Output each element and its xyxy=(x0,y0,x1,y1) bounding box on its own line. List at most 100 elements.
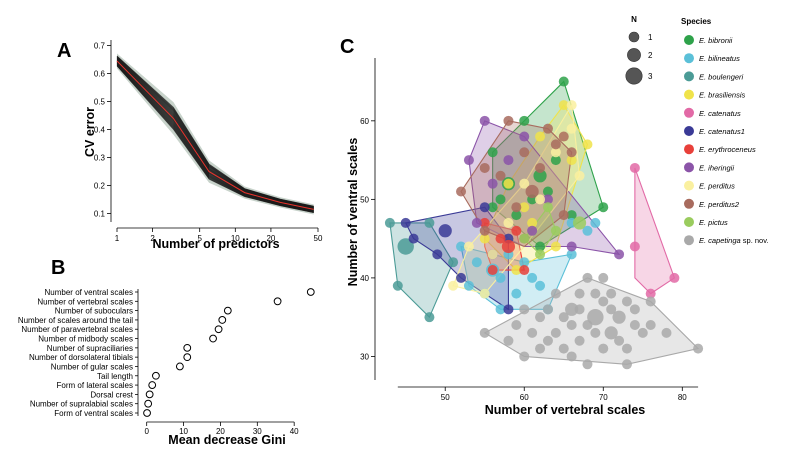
gini-point xyxy=(183,353,192,362)
species-point xyxy=(487,178,498,189)
cv-error-replicate-line xyxy=(116,55,314,207)
species-point xyxy=(590,288,601,299)
species-point xyxy=(479,162,490,173)
panel-c-x-tick-label: 80 xyxy=(678,393,687,402)
gini-variable-label: Number of gular scales xyxy=(51,362,133,371)
species-point xyxy=(542,335,553,346)
species-legend-symbol xyxy=(684,217,694,227)
species-point xyxy=(661,327,672,338)
species-legend-label: E. perditus2 xyxy=(699,200,740,209)
species-point xyxy=(533,169,547,183)
panel-b-letter: B xyxy=(51,257,65,279)
species-point xyxy=(479,202,490,213)
species-hull xyxy=(634,167,676,295)
panel-a: A 1 2 5 10 20 50 0.1 0.2 0.3 0.4 0.5 0.6 0.7 Number … xyxy=(57,40,323,251)
species-point xyxy=(495,170,506,181)
panel-c-y-tick-label: 50 xyxy=(360,195,369,204)
panel-c: C 50 60 70 80 30 40 50 60 Number of vertebral s… xyxy=(340,15,769,417)
species-point xyxy=(479,225,490,236)
species-points xyxy=(384,76,704,370)
species-point xyxy=(582,359,593,370)
species-point xyxy=(566,123,577,134)
species-point xyxy=(535,241,546,252)
panel-c-letter: C xyxy=(340,36,354,58)
species-point xyxy=(582,225,593,236)
species-point xyxy=(645,288,656,299)
species-point xyxy=(503,178,514,189)
species-point xyxy=(503,335,514,346)
species-point xyxy=(542,123,553,134)
species-legend-label: E. brasiliensis xyxy=(699,91,746,100)
species-point xyxy=(535,343,546,354)
gini-variable-label: Dorsal crest xyxy=(90,390,133,399)
panel-a-y-tick-label: 0.5 xyxy=(94,98,106,107)
species-point xyxy=(550,155,561,166)
panel-a-x-tick-label: 50 xyxy=(314,234,323,243)
species-point xyxy=(535,280,546,291)
species-point xyxy=(621,343,632,354)
species-point xyxy=(487,249,498,260)
species-point xyxy=(669,272,680,283)
species-point xyxy=(566,249,577,260)
species-point xyxy=(527,272,538,283)
panel-a-x-axis-title: Number of predictors xyxy=(152,237,279,251)
panel-a-letter: A xyxy=(57,40,71,62)
species-point xyxy=(511,265,522,276)
species-point xyxy=(519,233,530,244)
gini-points xyxy=(143,288,315,417)
species-point xyxy=(558,312,569,323)
panel-a-x-tick-label: 2 xyxy=(150,234,155,243)
species-point xyxy=(542,186,553,197)
species-point xyxy=(479,233,490,244)
cv-error-mean-line xyxy=(116,60,314,210)
species-point xyxy=(487,202,498,213)
panel-a-x-tick-label: 1 xyxy=(115,234,120,243)
panel-a-y-tick-label: 0.4 xyxy=(94,126,106,135)
panel-b-x-tick-label: 40 xyxy=(290,427,299,436)
gini-variable-label: Number of scales around the tail xyxy=(18,316,133,325)
species-point xyxy=(637,327,648,338)
species-point xyxy=(558,76,569,87)
panel-a-y-tick-label: 0.2 xyxy=(94,182,106,191)
species-point xyxy=(566,155,577,166)
species-point xyxy=(566,210,577,221)
species-point xyxy=(527,217,538,228)
species-point xyxy=(519,351,530,362)
size-legend-label: 1 xyxy=(648,33,653,42)
panel-b-x-tick-label: 10 xyxy=(179,427,188,436)
species-legend-label: E. boulengeri xyxy=(699,72,744,81)
species-point xyxy=(519,147,530,158)
species-point xyxy=(503,115,514,126)
panel-b-x-tick-label: 30 xyxy=(253,427,262,436)
cv-error-replicate-lines xyxy=(116,55,314,214)
species-legend-label: E. perditus xyxy=(699,182,735,191)
species-point xyxy=(424,217,435,228)
species-point xyxy=(501,239,516,254)
species-point xyxy=(519,178,530,189)
panel-a-y-tick-label: 0.6 xyxy=(94,70,106,79)
species-point xyxy=(606,288,617,299)
species-legend-title: Species xyxy=(681,17,712,26)
panel-c-y-axis-title: Number of ventral scales xyxy=(346,138,360,287)
species-legend-symbol xyxy=(684,107,694,118)
species-point xyxy=(456,186,467,197)
species-point xyxy=(598,272,609,283)
species-point xyxy=(479,288,490,299)
species-legend-symbol xyxy=(684,162,694,173)
cv-error-mean-polyline xyxy=(116,60,314,210)
species-point xyxy=(511,320,522,331)
gini-point xyxy=(143,409,151,417)
panel-a-axes: 1 2 5 10 20 50 0.1 0.2 0.3 0.4 0.5 0.6 0.7 xyxy=(94,40,323,243)
species-point xyxy=(519,202,530,213)
species-point xyxy=(487,147,498,158)
species-point xyxy=(448,280,459,291)
species-point xyxy=(558,343,569,354)
species-point xyxy=(565,302,579,316)
species-point xyxy=(456,272,467,283)
species-point xyxy=(535,131,546,142)
species-legend-label: E. erythroceneus xyxy=(699,145,756,154)
panel-b-axes: 0 10 20 30 40 xyxy=(135,289,299,436)
species-point xyxy=(463,241,474,252)
species-point xyxy=(384,217,395,228)
